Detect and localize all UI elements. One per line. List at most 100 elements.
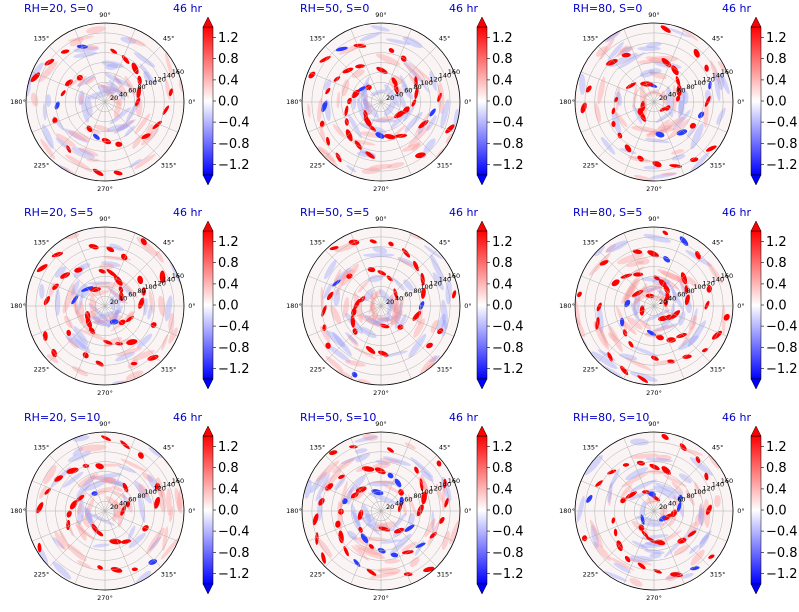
field-texture xyxy=(43,464,57,485)
field-texture xyxy=(423,245,443,260)
field-band-cell xyxy=(374,467,386,475)
field-texture xyxy=(78,147,99,157)
angular-gridline xyxy=(653,275,728,307)
field-band-cell xyxy=(386,275,393,282)
r-tick-label: 100 xyxy=(144,488,156,496)
field-texture xyxy=(317,146,330,156)
colorbar-tick-label: −0.8 xyxy=(492,546,524,561)
field-texture xyxy=(101,463,122,467)
theta-tick-label: 180° xyxy=(10,302,26,310)
theta-tick-label: 270° xyxy=(97,185,113,193)
panel-title-right: 46 hr xyxy=(449,206,478,219)
colorbar-tick-label: 0.8 xyxy=(218,52,239,67)
colorbar-tick-label: 0.8 xyxy=(492,461,513,476)
colorbar-extend-min xyxy=(750,583,762,595)
field-band-cell xyxy=(397,502,403,513)
field-texture xyxy=(363,96,370,116)
colorbar-tick-label: 0.8 xyxy=(218,461,239,476)
field-texture xyxy=(655,111,672,123)
angular-gridline xyxy=(653,437,685,512)
r-tick-label: 60 xyxy=(677,291,685,299)
colorbar-gradient xyxy=(750,230,762,380)
r-tick-label: 160 xyxy=(172,272,184,280)
theta-tick-label: 180° xyxy=(286,98,302,106)
field-band-cell xyxy=(400,55,407,62)
angular-gridline xyxy=(104,437,136,512)
r-tick-label: 60 xyxy=(128,291,136,299)
field-texture xyxy=(325,356,344,372)
field-band-cell xyxy=(611,279,620,287)
field-band-cell xyxy=(326,136,330,146)
angular-gridline xyxy=(380,101,455,133)
field-band-cell xyxy=(357,86,366,92)
colorbar-tick-label: −1.2 xyxy=(766,362,798,377)
angular-gridline xyxy=(653,305,711,363)
theta-tick-label: 315° xyxy=(710,571,726,579)
theta-tick-label: 135° xyxy=(310,34,326,42)
colorbar-extend-max xyxy=(750,16,762,28)
colorbar-tick-label: −0.4 xyxy=(218,116,250,131)
colorbar-extend-max xyxy=(202,16,214,28)
field-texture xyxy=(643,522,660,527)
field-texture xyxy=(608,332,618,342)
field-texture xyxy=(68,35,94,42)
field-band-cell xyxy=(658,279,667,288)
field-band-cell xyxy=(118,319,126,326)
angular-gridline xyxy=(580,510,655,542)
angular-gridline xyxy=(597,101,655,159)
field-band-cell xyxy=(708,80,712,90)
field-texture xyxy=(645,457,673,463)
field-band-cell xyxy=(321,304,327,317)
r-tick-label: 140 xyxy=(439,481,451,489)
field-texture xyxy=(162,526,169,552)
field-band-cell xyxy=(371,489,384,496)
colorbar-gradient xyxy=(750,435,762,585)
angular-gridline xyxy=(580,275,655,307)
field-band-cell xyxy=(704,300,710,310)
field-texture xyxy=(698,508,705,526)
field-band-cell xyxy=(361,466,375,472)
field-texture xyxy=(42,124,54,149)
field-texture xyxy=(87,89,115,100)
colorbar-tick-label: −0.8 xyxy=(766,546,798,561)
colorbar-tick-label: 0.8 xyxy=(766,256,787,271)
field-texture xyxy=(104,72,122,85)
field-texture xyxy=(625,467,649,481)
field-texture xyxy=(40,138,56,160)
colorbar-tick-label: 1.2 xyxy=(766,31,787,46)
angular-gridline xyxy=(324,45,382,103)
r-tick-label: 20 xyxy=(386,503,394,511)
field-texture xyxy=(404,442,416,450)
field-texture xyxy=(690,549,705,566)
field-band-cell xyxy=(665,292,670,300)
field-band-cell xyxy=(439,516,445,524)
theta-tick-label: 45° xyxy=(163,238,175,246)
field-texture xyxy=(361,98,379,119)
theta-tick-label: 45° xyxy=(439,238,451,246)
field-texture xyxy=(689,544,699,554)
field-band-cell xyxy=(376,66,388,74)
colorbar-tick-label: 0.4 xyxy=(218,73,239,88)
theta-tick-label: 135° xyxy=(583,34,599,42)
colorbar-tick-label: −1.2 xyxy=(218,567,250,582)
polar-field xyxy=(579,23,730,181)
r-tick-label: 60 xyxy=(404,291,412,299)
angular-gridline xyxy=(380,275,455,307)
field-texture xyxy=(657,268,687,283)
field-band-cell xyxy=(647,250,659,258)
polar-field xyxy=(36,435,184,587)
field-texture xyxy=(384,558,401,564)
field-band-cell xyxy=(660,25,671,33)
angular-gridline xyxy=(623,101,655,176)
field-texture xyxy=(65,154,93,173)
field-band-cell xyxy=(606,58,618,66)
angular-gridline xyxy=(48,510,106,568)
field-band-cell xyxy=(676,129,688,136)
field-texture xyxy=(75,524,96,541)
r-tick-label: 120 xyxy=(429,279,441,287)
angular-gridline xyxy=(104,454,162,512)
r-tick-label: 20 xyxy=(110,503,118,511)
field-texture xyxy=(672,287,677,304)
field-texture xyxy=(420,470,434,482)
field-texture xyxy=(673,544,690,556)
